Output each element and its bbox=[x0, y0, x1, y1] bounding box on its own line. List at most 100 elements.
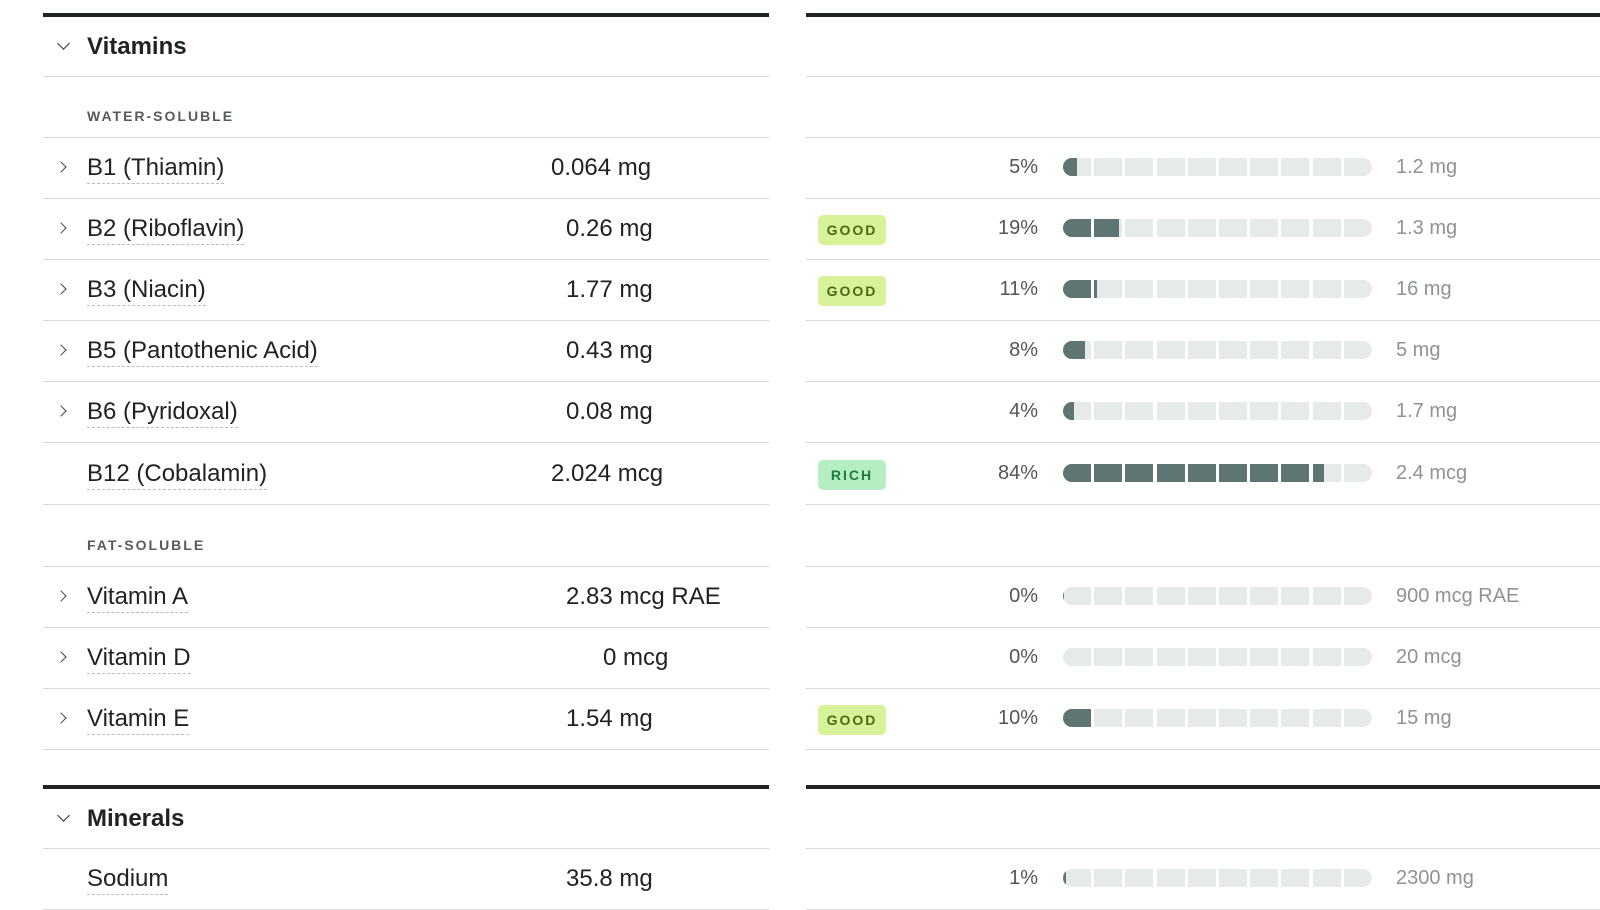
status-badge: RICH bbox=[818, 460, 886, 490]
bar-segment-fill bbox=[1063, 464, 1091, 482]
bar-segment-fill bbox=[1187, 464, 1216, 482]
section-header[interactable]: Vitamins bbox=[43, 15, 769, 77]
bar-segment bbox=[1250, 648, 1279, 666]
nutrient-name[interactable]: Vitamin E bbox=[87, 705, 190, 735]
nutrient-name[interactable]: Vitamin A bbox=[87, 583, 188, 613]
nutrient-amount: 2.83 mcg RAE bbox=[566, 583, 721, 610]
bar-segment bbox=[1281, 587, 1310, 605]
daily-target: 900 mcg RAE bbox=[1396, 585, 1520, 607]
bar-segment bbox=[1094, 158, 1123, 176]
chevron-down-icon[interactable] bbox=[57, 37, 70, 50]
chevron-right-icon[interactable] bbox=[55, 405, 67, 417]
nutrient-row[interactable]: B5 (Pantothenic Acid) 0.43 mg bbox=[43, 320, 769, 382]
nutrient-row[interactable]: Sodium 35.8 mg bbox=[43, 848, 769, 910]
bar-segment bbox=[1250, 869, 1279, 887]
nutrient-name[interactable]: Sodium bbox=[87, 865, 169, 895]
bar-segment bbox=[1250, 587, 1279, 605]
percent-bar bbox=[1063, 402, 1374, 420]
bar-segment bbox=[1125, 341, 1154, 359]
nutrient-name[interactable]: B12 (Cobalamin) bbox=[87, 460, 268, 490]
nutrient-name[interactable]: B3 (Niacin) bbox=[87, 276, 206, 306]
daily-target: 15 mg bbox=[1396, 707, 1452, 729]
chevron-right-icon[interactable] bbox=[55, 344, 67, 356]
nutrient-row[interactable]: Vitamin E 1.54 mg bbox=[43, 688, 769, 750]
daily-target: 1.2 mg bbox=[1396, 156, 1458, 178]
nutrient-progress-row: 8% 5 mg bbox=[806, 320, 1600, 382]
bar-segment bbox=[1250, 158, 1279, 176]
bar-segment bbox=[1343, 648, 1372, 666]
bar-segment bbox=[1187, 869, 1216, 887]
percent-bar bbox=[1063, 709, 1374, 727]
nutrient-name[interactable]: Vitamin D bbox=[87, 644, 191, 674]
bar-segment bbox=[1156, 341, 1185, 359]
bar-segment bbox=[1125, 158, 1154, 176]
bar-segment bbox=[1343, 219, 1372, 237]
nutrient-name[interactable]: B5 (Pantothenic Acid) bbox=[87, 337, 318, 367]
chevron-right-icon[interactable] bbox=[55, 283, 67, 295]
bar-segment bbox=[1156, 219, 1185, 237]
bar-segment bbox=[1187, 219, 1216, 237]
status-badge: GOOD bbox=[818, 705, 886, 735]
bar-segment-fill bbox=[1094, 280, 1097, 298]
section-rule bbox=[806, 13, 1600, 17]
nutrient-progress-row: 0% 20 mcg bbox=[806, 627, 1600, 689]
nutrient-row[interactable]: Vitamin A 2.83 mcg RAE bbox=[43, 566, 769, 628]
nutrient-progress-row: RICH 84% 2.4 mcg bbox=[806, 443, 1600, 505]
chevron-right-icon[interactable] bbox=[55, 651, 67, 663]
bar-segment bbox=[1063, 869, 1091, 887]
bar-segment bbox=[1250, 464, 1279, 482]
nutrient-row[interactable]: B12 (Cobalamin) 2.024 mcg bbox=[43, 443, 769, 505]
nutrient-name[interactable]: B6 (Pyridoxal) bbox=[87, 398, 238, 428]
nutrient-amount: 1.77 mg bbox=[566, 276, 653, 303]
bar-segment bbox=[1125, 869, 1154, 887]
bar-segment bbox=[1219, 587, 1247, 605]
percent-value: 19% bbox=[997, 217, 1038, 239]
bar-segment bbox=[1063, 709, 1091, 727]
bar-segment bbox=[1125, 464, 1154, 482]
bar-segment-fill bbox=[1281, 464, 1310, 482]
bar-segment-fill bbox=[1063, 341, 1086, 359]
bar-segment bbox=[1250, 709, 1279, 727]
bar-segment bbox=[1187, 158, 1216, 176]
section-header[interactable]: Minerals bbox=[43, 787, 769, 849]
chevron-down-icon[interactable] bbox=[57, 809, 70, 822]
bar-segment bbox=[1250, 402, 1279, 420]
bar-segment bbox=[1219, 869, 1247, 887]
nutrient-row[interactable]: B2 (Riboflavin) 0.26 mg bbox=[43, 198, 769, 260]
percent-value: 1% bbox=[1009, 867, 1038, 889]
nutrient-row[interactable]: B3 (Niacin) 1.77 mg bbox=[43, 259, 769, 321]
bar-segment-fill bbox=[1250, 464, 1279, 482]
bar-segment bbox=[1156, 280, 1185, 298]
chevron-right-icon[interactable] bbox=[55, 712, 67, 724]
chevron-right-icon[interactable] bbox=[55, 222, 67, 234]
bar-segment bbox=[1343, 587, 1372, 605]
chevron-right-icon[interactable] bbox=[55, 590, 67, 602]
section-rule bbox=[43, 785, 769, 789]
bar-segment bbox=[1063, 402, 1091, 420]
bar-segment bbox=[1250, 219, 1279, 237]
bar-segment bbox=[1187, 709, 1216, 727]
section-rule bbox=[43, 13, 769, 17]
nutrient-name[interactable]: B2 (Riboflavin) bbox=[87, 215, 245, 245]
chevron-right-icon[interactable] bbox=[55, 161, 67, 173]
percent-value: 0% bbox=[1009, 585, 1038, 607]
nutrient-row[interactable]: Vitamin D 0 mcg bbox=[43, 627, 769, 689]
bar-segment bbox=[1343, 464, 1372, 482]
nutrient-row[interactable]: B6 (Pyridoxal) 0.08 mg bbox=[43, 381, 769, 443]
nutrient-name[interactable]: B1 (Thiamin) bbox=[87, 154, 225, 184]
nutrient-amount: 35.8 mg bbox=[566, 865, 653, 892]
bar-segment bbox=[1094, 280, 1123, 298]
bar-segment bbox=[1063, 341, 1091, 359]
daily-target: 5 mg bbox=[1396, 339, 1441, 361]
bar-segment bbox=[1156, 158, 1185, 176]
status-badge: GOOD bbox=[818, 276, 886, 306]
bar-segment bbox=[1063, 158, 1091, 176]
daily-target: 16 mg bbox=[1396, 278, 1452, 300]
bar-segment bbox=[1312, 341, 1341, 359]
bar-segment bbox=[1156, 709, 1185, 727]
bar-segment bbox=[1312, 587, 1341, 605]
bar-segment-fill bbox=[1063, 402, 1075, 420]
bar-segment bbox=[1063, 648, 1091, 666]
nutrient-row[interactable]: B1 (Thiamin) 0.064 mg bbox=[43, 137, 769, 199]
bar-segment bbox=[1281, 158, 1310, 176]
